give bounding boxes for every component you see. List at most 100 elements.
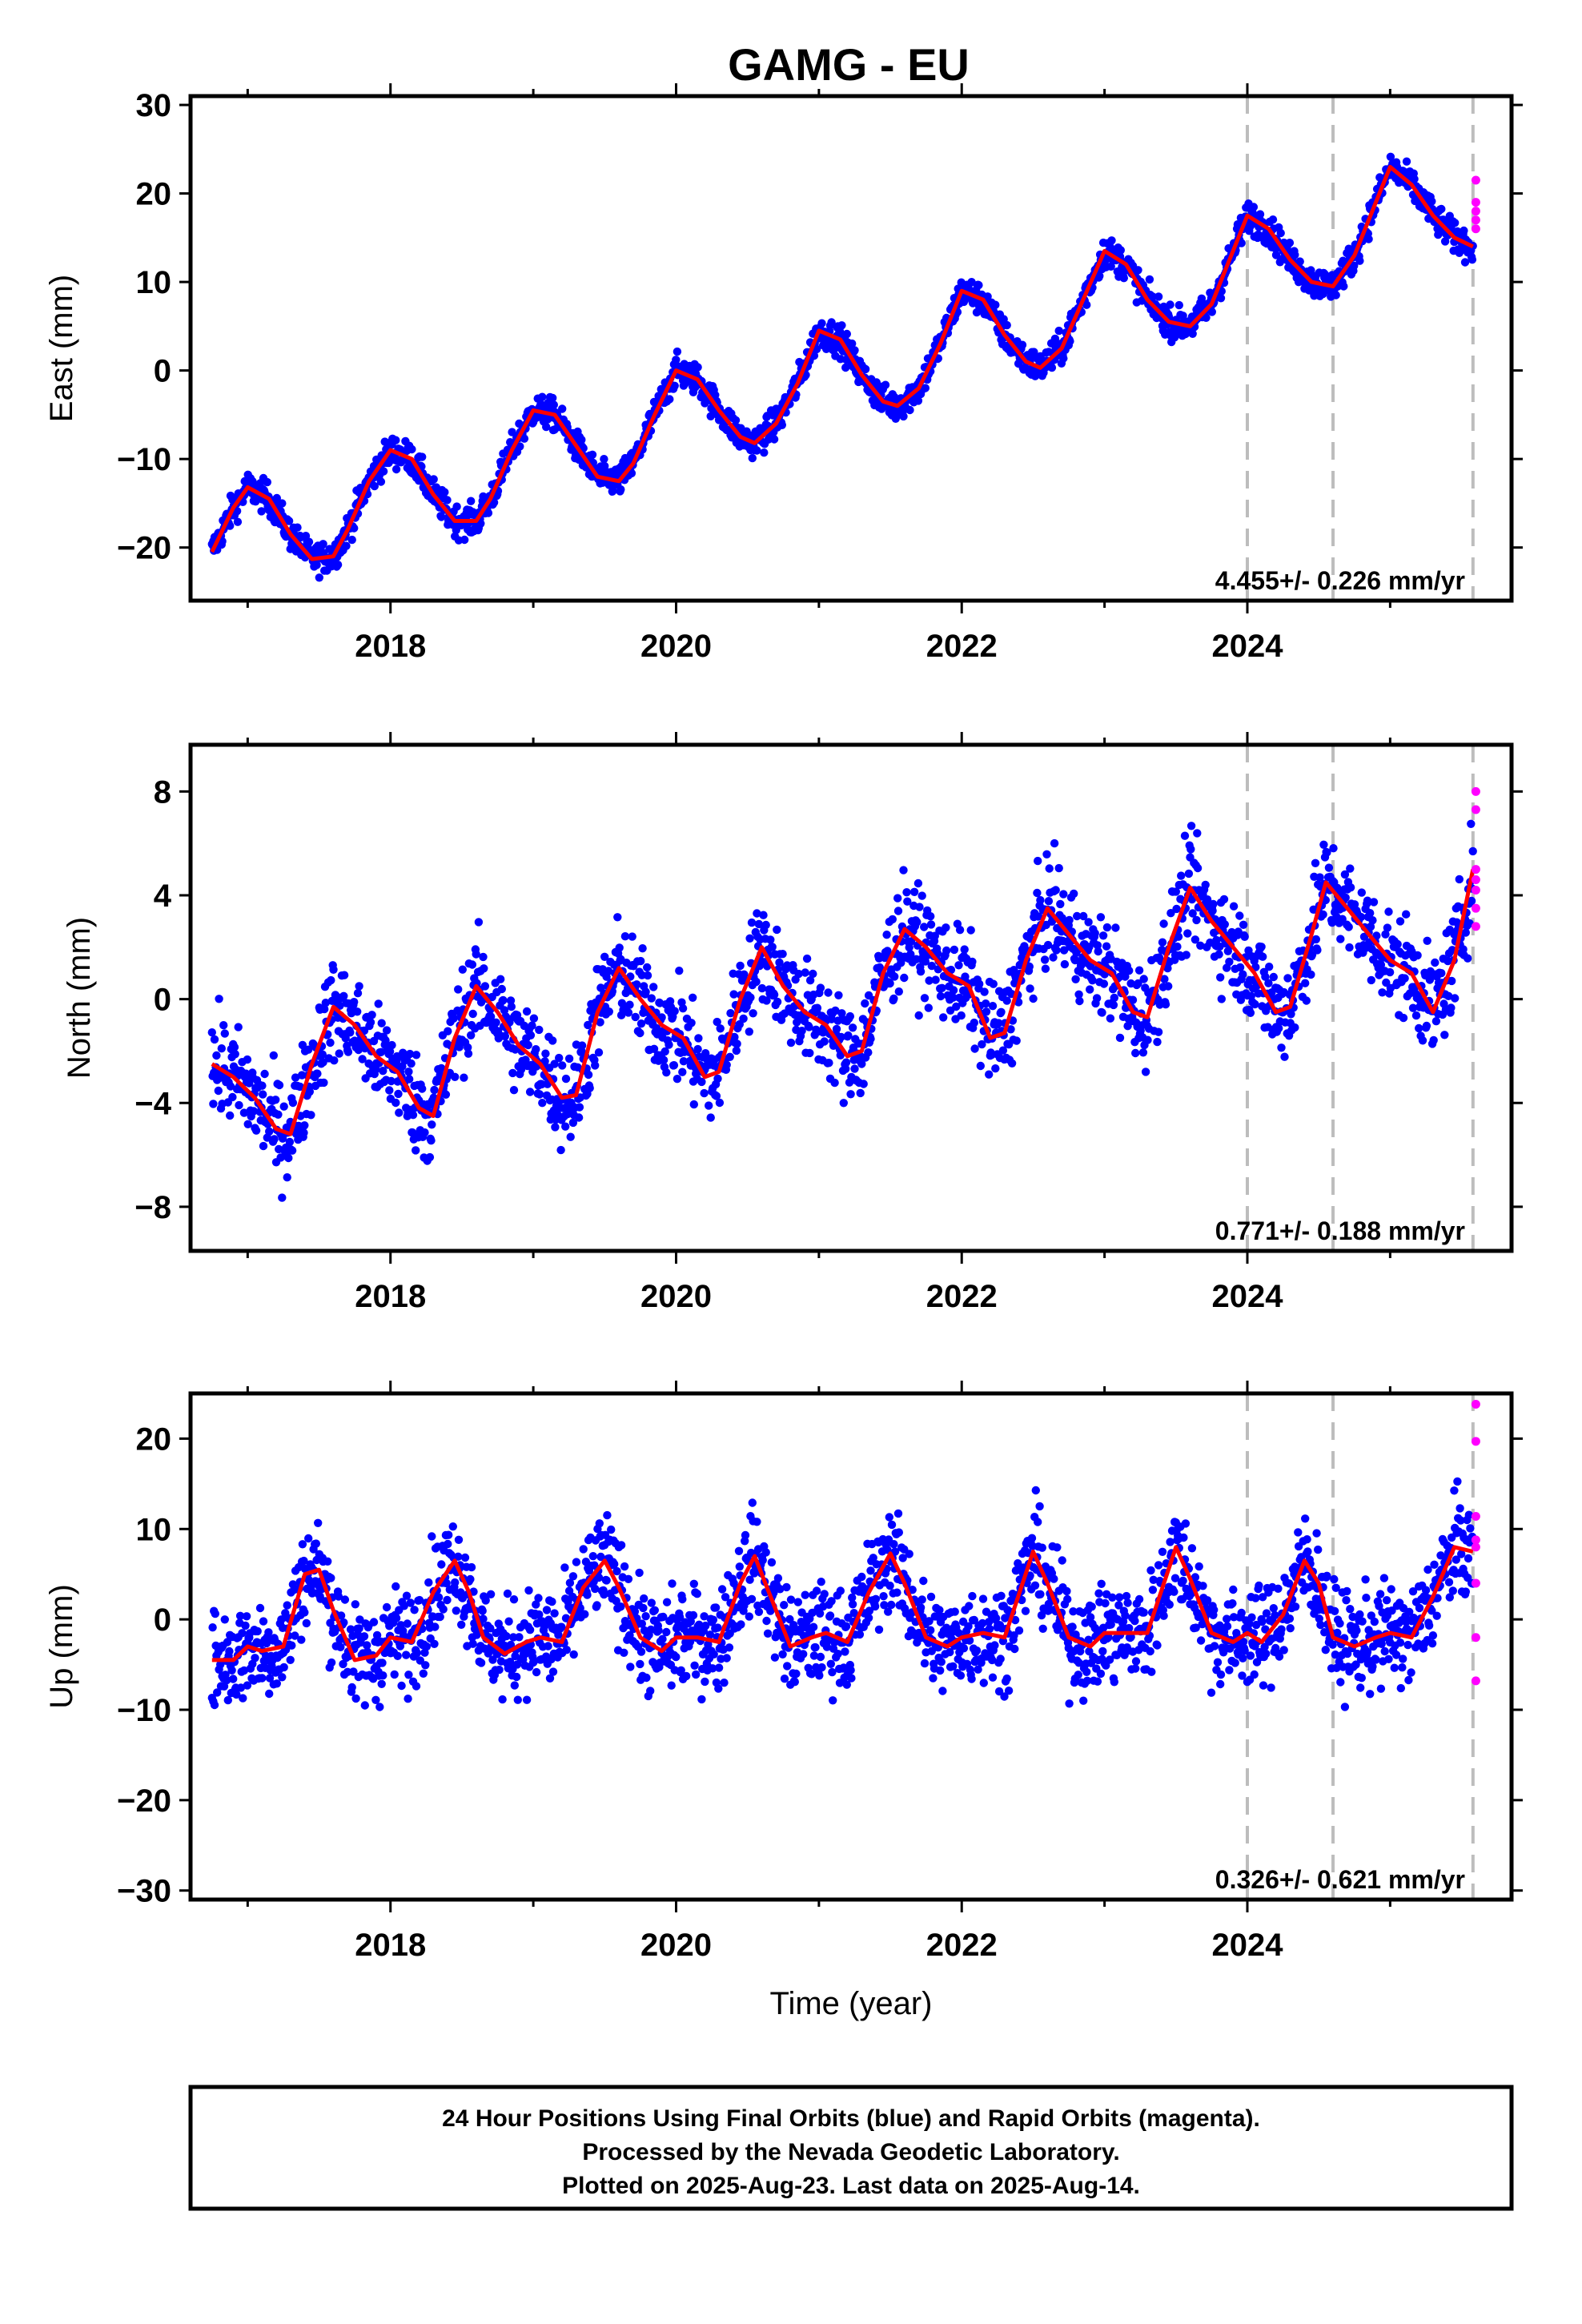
data-point <box>391 464 401 474</box>
x-tick-label: 2018 <box>355 1279 426 1314</box>
data-point <box>1311 858 1320 868</box>
data-point <box>1050 838 1059 848</box>
data-point <box>682 1671 691 1681</box>
data-point <box>1302 996 1311 1005</box>
rapid-orbit-point <box>1471 903 1480 913</box>
data-point <box>864 1048 873 1057</box>
data-point <box>1239 970 1247 979</box>
data-point <box>834 991 843 1000</box>
data-point <box>210 1700 219 1710</box>
data-point <box>1460 258 1470 267</box>
data-point <box>624 1574 633 1584</box>
data-point <box>608 486 617 496</box>
data-point <box>913 396 923 405</box>
data-point <box>255 1603 265 1613</box>
data-point <box>1447 1003 1456 1012</box>
data-point <box>270 1135 279 1144</box>
data-point <box>1052 946 1061 955</box>
data-point <box>757 983 767 993</box>
x-tick-label: 2024 <box>1212 1279 1284 1314</box>
data-point <box>1301 979 1310 987</box>
data-point <box>824 988 833 997</box>
data-point <box>780 1601 789 1610</box>
data-point <box>1240 932 1249 942</box>
data-point <box>1115 1033 1125 1043</box>
data-point <box>1161 1000 1170 1009</box>
data-point <box>223 1695 232 1705</box>
data-point <box>697 1695 706 1704</box>
data-point <box>1399 1013 1408 1023</box>
data-point <box>1153 1037 1162 1047</box>
data-point <box>420 1128 429 1137</box>
data-point <box>457 1620 466 1630</box>
data-point <box>229 1675 238 1683</box>
data-point <box>746 993 755 1002</box>
data-point <box>312 561 321 569</box>
data-point <box>287 1146 297 1155</box>
data-point <box>228 1092 237 1102</box>
data-point <box>631 1012 640 1022</box>
data-point <box>635 1568 644 1578</box>
data-point <box>672 356 681 364</box>
data-point <box>690 1661 699 1670</box>
data-point <box>285 1137 295 1147</box>
data-point <box>733 1039 741 1048</box>
data-point <box>359 1632 369 1641</box>
data-point <box>1307 970 1315 979</box>
final-orbit-points <box>207 1477 1477 1711</box>
data-point <box>319 540 327 549</box>
data-point <box>394 1089 403 1099</box>
data-point <box>916 967 926 976</box>
data-point <box>1159 919 1168 928</box>
data-point <box>440 488 449 497</box>
data-point <box>1209 899 1218 909</box>
data-point <box>980 987 989 996</box>
data-point <box>566 1132 575 1141</box>
data-point <box>745 1612 753 1621</box>
data-point <box>311 1539 320 1548</box>
data-point <box>1331 291 1340 300</box>
data-point <box>968 957 977 967</box>
data-point <box>1141 1068 1150 1076</box>
data-point <box>970 1018 979 1027</box>
data-point <box>1468 846 1477 856</box>
data-point <box>888 915 897 924</box>
data-point <box>1402 157 1411 166</box>
y-tick-label: −4 <box>135 1086 171 1121</box>
data-point <box>220 1029 229 1038</box>
data-point <box>1440 1031 1449 1039</box>
data-point <box>467 1562 476 1572</box>
data-point <box>480 964 488 973</box>
data-point <box>957 1011 966 1020</box>
data-point <box>1451 994 1460 1003</box>
data-point <box>841 1058 851 1067</box>
data-point <box>777 420 786 429</box>
data-point <box>1094 947 1102 956</box>
data-point <box>577 1041 587 1050</box>
data-point <box>366 1018 375 1027</box>
data-point <box>976 1061 986 1071</box>
data-point <box>412 1051 421 1059</box>
data-point <box>809 1622 818 1631</box>
data-point <box>314 1518 323 1528</box>
data-point <box>353 1007 362 1016</box>
data-point <box>1119 274 1129 283</box>
data-point <box>914 1011 923 1020</box>
data-point <box>665 1040 673 1049</box>
data-point <box>894 987 904 996</box>
data-point <box>376 477 386 486</box>
rapid-orbit-point <box>1471 198 1480 207</box>
data-point <box>550 1609 559 1618</box>
data-point <box>367 1011 376 1019</box>
data-point <box>665 395 674 404</box>
data-point <box>816 1652 825 1662</box>
data-point <box>899 866 908 875</box>
data-point <box>412 1146 420 1155</box>
data-point <box>242 1612 251 1621</box>
data-point <box>509 1086 519 1095</box>
data-point <box>1269 972 1279 982</box>
data-point <box>557 1622 566 1631</box>
data-point <box>625 1000 634 1009</box>
data-point <box>812 1586 821 1595</box>
data-point <box>591 1061 600 1070</box>
